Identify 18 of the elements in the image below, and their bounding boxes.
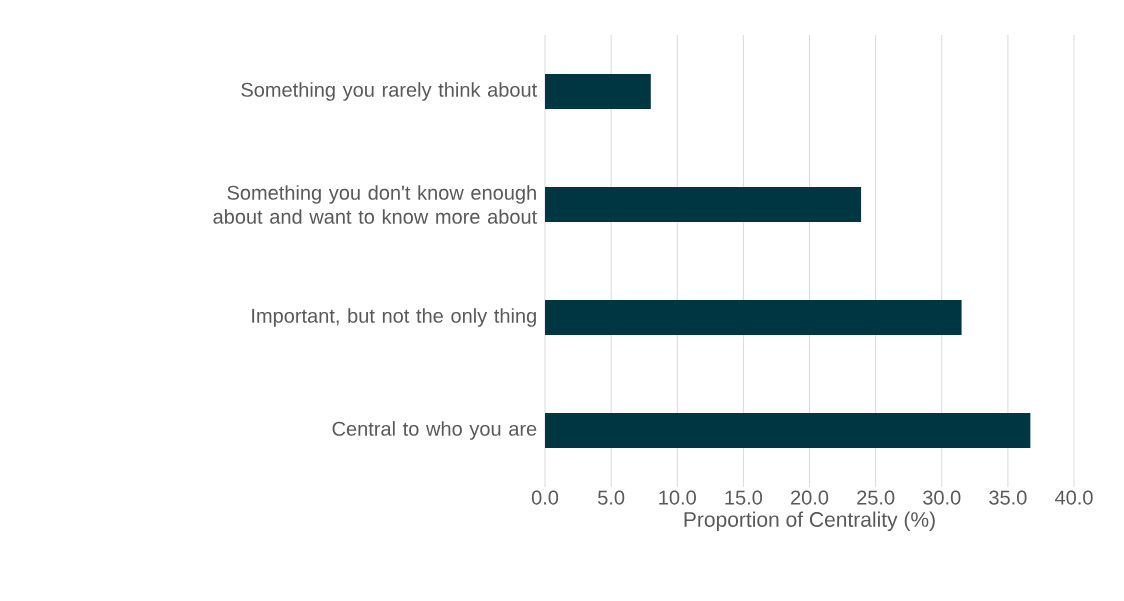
y-tick-label: Central to who you are (332, 421, 537, 440)
x-tick-label: 25.0 (857, 490, 895, 505)
y-tick-label: Something you rarely think about (241, 82, 538, 101)
x-tick-label: 5.0 (598, 490, 625, 505)
bar (545, 299, 962, 335)
x-tick-label: 40.0 (1054, 490, 1093, 505)
x-tick-label: 10.0 (659, 490, 696, 505)
x-axis-title: Proportion of Centrality (%) (684, 511, 935, 532)
bar (545, 186, 862, 222)
y-tick-label: Something you don't know enough about and want to know more about (213, 185, 538, 224)
bar (545, 412, 1031, 448)
x-tick-label: 0.0 (531, 490, 559, 505)
x-tick-label: 30.0 (923, 490, 961, 505)
x-tick-label: 15.0 (725, 490, 763, 505)
bar (545, 73, 651, 109)
x-tick-label: 20.0 (791, 490, 829, 505)
y-tick-label: Important, but not the only thing (252, 308, 536, 327)
x-tick-label: 35.0 (989, 490, 1027, 505)
